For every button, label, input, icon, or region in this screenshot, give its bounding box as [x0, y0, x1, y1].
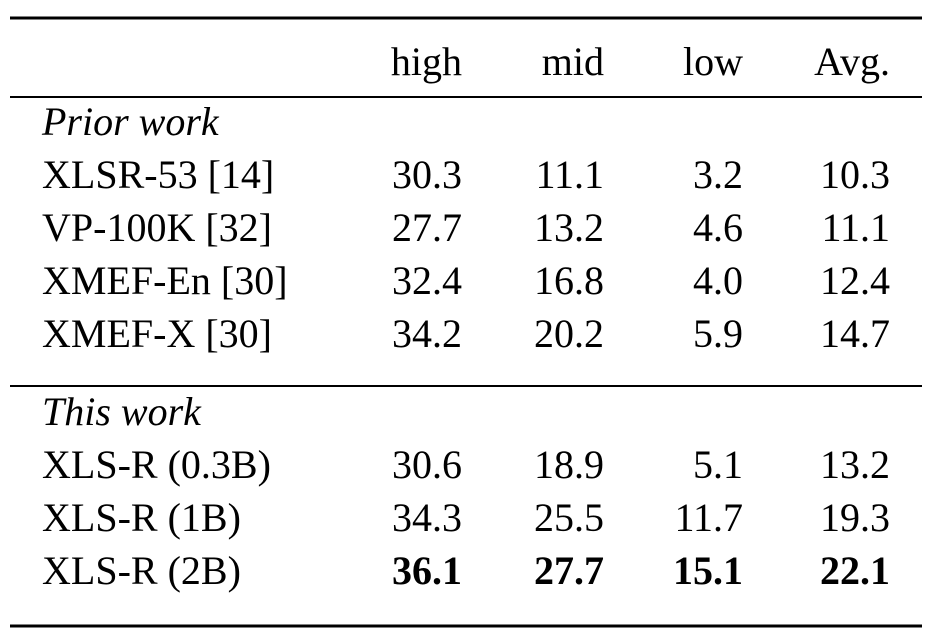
cell-value: 11.7 [674, 495, 743, 540]
cell-value: 18.9 [534, 442, 604, 487]
cell-value: 32.4 [392, 258, 462, 303]
row-label: VP-100K [32] [42, 205, 272, 250]
cell-value: 4.0 [693, 258, 743, 303]
cell-value: 10.3 [820, 152, 890, 197]
cell-value: 16.8 [534, 258, 604, 303]
cell-value: 12.4 [820, 258, 890, 303]
cell-value: 5.1 [693, 442, 743, 487]
cell-value: 19.3 [820, 495, 890, 540]
cell-value: 30.3 [392, 152, 462, 197]
cell-value: 27.7 [392, 205, 462, 250]
cell-value: 13.2 [534, 205, 604, 250]
column-header: high [391, 39, 462, 84]
cell-value: 15.1 [673, 548, 743, 593]
cell-value: 11.1 [535, 152, 604, 197]
cell-value: 5.9 [693, 311, 743, 356]
section-title: This work [42, 389, 202, 434]
row-label: XLS-R (2B) [42, 548, 241, 593]
cell-value: 34.3 [392, 495, 462, 540]
cell-value: 13.2 [820, 442, 890, 487]
row-label: XLSR-53 [14] [42, 152, 274, 197]
cell-value: 27.7 [534, 548, 604, 593]
cell-value: 34.2 [392, 311, 462, 356]
column-header: mid [542, 39, 604, 84]
cell-value: 14.7 [820, 311, 890, 356]
row-label: XLS-R (1B) [42, 495, 241, 540]
cell-value: 30.6 [392, 442, 462, 487]
cell-value: 22.1 [820, 548, 890, 593]
row-label: XLS-R (0.3B) [42, 442, 271, 487]
cell-value: 3.2 [693, 152, 743, 197]
row-label: XMEF-En [30] [42, 258, 288, 303]
cell-value: 25.5 [534, 495, 604, 540]
column-header: low [683, 39, 743, 84]
cell-value: 20.2 [534, 311, 604, 356]
cell-value: 4.6 [693, 205, 743, 250]
cell-value: 11.1 [821, 205, 890, 250]
row-label: XMEF-X [30] [42, 311, 272, 356]
section-title: Prior work [41, 99, 220, 144]
cell-value: 36.1 [392, 548, 462, 593]
column-header: Avg. [814, 39, 890, 84]
